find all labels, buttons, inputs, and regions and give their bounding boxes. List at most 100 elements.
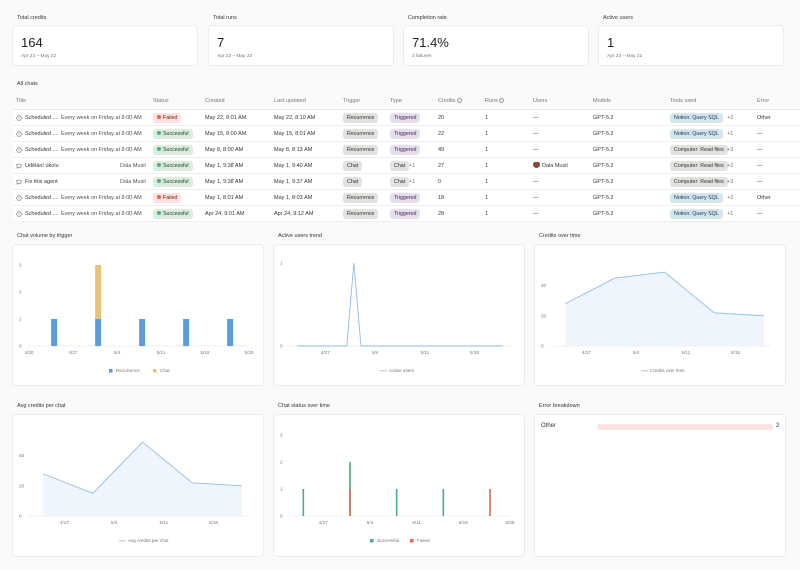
x-tick-label: 4/27 (69, 350, 78, 355)
kpi-label-total-credits: Total credits (17, 15, 47, 21)
row-title[interactable]: Scheduled ... (25, 115, 58, 121)
row-title[interactable]: Scheduled ... (25, 195, 58, 201)
bar-successful (395, 489, 398, 516)
status-dot (157, 130, 161, 135)
row-runs: 1 (485, 115, 489, 121)
legend-swatch (370, 539, 374, 543)
kpi-card-total-credits[interactable]: 164 Apr 23 – May 22 (12, 25, 198, 66)
kpi-subtitle: Apr 23 – May 22 (217, 54, 253, 59)
column-header-created[interactable]: Created (205, 98, 225, 104)
row-users: — (533, 179, 539, 185)
chart-title-active-users: Active users trend (278, 233, 323, 239)
column-header-runs[interactable]: Runs (485, 98, 505, 104)
info-icon (456, 98, 462, 104)
tool-badge: Notion: Query SQL (670, 129, 723, 139)
status-dot (157, 114, 161, 119)
x-tick-label: 4/20 (25, 350, 34, 355)
row-title[interactable]: Scheduled ... (25, 131, 58, 137)
table-row[interactable]: Scheduled ... Every week on Friday at 8:0… (13, 142, 800, 158)
legend-label: Credits over time (650, 368, 685, 373)
tool-badge: Notion: Query SQL (670, 113, 723, 123)
type-badge: Triggered (390, 193, 421, 203)
status-label: Successful (163, 163, 189, 169)
row-credits: 27 (438, 163, 445, 169)
column-header-type[interactable]: Type (390, 98, 402, 104)
row-model: GPT-5.2 (593, 163, 614, 169)
error-bar[interactable] (597, 424, 773, 430)
row-runs: 1 (485, 211, 489, 217)
chat-icon (16, 163, 22, 170)
row-model: GPT-5.2 (593, 147, 614, 153)
tool-badge: Computer: Read files (670, 177, 728, 187)
kpi-value: 1 (607, 35, 615, 50)
column-header-credits[interactable]: Credits (438, 98, 462, 104)
column-header-users[interactable]: Users (533, 98, 548, 104)
status-label: Successful (163, 131, 189, 137)
kpi-card-total-runs[interactable]: 7 Apr 23 – May 22 (208, 25, 394, 66)
table-row[interactable]: Udělání úkolu Dala Musil Successful May 1, … (13, 158, 800, 174)
series-line (297, 262, 503, 347)
row-runs: 1 (485, 131, 489, 137)
kpi-subtitle: 2 failures (412, 54, 432, 59)
row-title[interactable]: Scheduled ... (25, 211, 58, 217)
row-title[interactable]: Udělání úkolu (25, 163, 59, 169)
y-tick-label: 2 (280, 460, 283, 465)
tool-extra-count: +2 (727, 195, 734, 201)
chart-chat-status: 0 1 2 3 4/27 5/4 5/11 5/18 5/25 Successful Failed (280, 433, 515, 544)
x-tick-label: 5/18 (459, 520, 468, 525)
area-fill (565, 272, 764, 346)
kpi-label-total-runs: Total runs (213, 15, 237, 21)
chart-card-error-breakdown: Other 2 (534, 414, 786, 557)
table-row[interactable]: Scheduled ... Every week on Friday at 8:0… (13, 206, 800, 222)
row-users: — (533, 195, 539, 201)
row-title[interactable]: Fix this agent (25, 179, 58, 185)
status-badge: Successful (153, 129, 193, 139)
column-header-tools-used[interactable]: Tools used (670, 98, 697, 104)
type-badge: Chat (390, 177, 410, 187)
y-tick-label: 40 (19, 453, 25, 458)
row-title[interactable]: Scheduled ... (25, 147, 58, 153)
y-tick-label: 40 (541, 283, 547, 288)
bar-failed (489, 489, 491, 516)
column-header-trigger[interactable]: Trigger (343, 98, 361, 104)
table-row[interactable]: Scheduled ... Every week on Friday at 8:0… (13, 126, 800, 142)
row-updated: May 1, 9:40 AM (274, 163, 313, 169)
legend-label: Recurrence (116, 368, 140, 373)
clock-icon (16, 131, 22, 137)
x-tick-label: 5/18 (731, 350, 740, 355)
row-error: — (757, 131, 763, 137)
clock-icon (16, 195, 22, 201)
x-tick-label: 5/11 (157, 350, 166, 355)
row-error: — (757, 147, 763, 153)
kpi-subtitle: Apr 23 – May 22 (607, 54, 643, 59)
chart-card-active-users: 0 1 4/27 5/4 5/11 5/18 Active users (273, 244, 525, 386)
error-label: Other (541, 423, 557, 429)
kpi-value: 164 (21, 35, 43, 50)
status-label: Successful (163, 179, 189, 185)
kpi-card-completion-rate[interactable]: 71.4% 2 failures (403, 25, 589, 66)
table-row[interactable]: Scheduled ... Every week on Friday at 8:0… (13, 190, 800, 206)
x-tick-label: 5/4 (367, 520, 374, 525)
row-model: GPT-5.2 (593, 179, 614, 185)
tool-badge: Computer: Read files (670, 145, 728, 155)
trigger-badge: Chat (343, 177, 363, 187)
column-header-last-updated[interactable]: Last updated (274, 98, 306, 104)
table-row[interactable]: Scheduled ... Every week on Friday at 8:0… (13, 110, 800, 126)
chat-icon (16, 179, 22, 186)
row-runs: 1 (485, 163, 489, 169)
column-header-status[interactable]: Status (153, 98, 169, 104)
row-users: — (533, 131, 539, 137)
table-row[interactable]: Fix this agent Dala Musil Successful May 1,… (13, 174, 800, 190)
column-header-title[interactable]: Title (16, 98, 27, 104)
row-updated: May 15, 8:01 AM (274, 131, 316, 137)
chart-avg-credits: 0 20 40 4/27 5/4 5/11 5/18 Avg credits per chat (19, 441, 249, 543)
kpi-card-active-users[interactable]: 1 Apr 23 – May 22 (598, 25, 784, 66)
legend-label: Chat (160, 368, 170, 373)
x-tick-label: 5/18 (209, 520, 218, 525)
status-dot (157, 178, 161, 183)
bar-recurrence (95, 319, 102, 346)
y-tick-label: 0 (280, 344, 283, 349)
column-header-error[interactable]: Error (757, 98, 770, 104)
row-users: — (533, 211, 539, 217)
column-header-models[interactable]: Models (593, 98, 611, 104)
